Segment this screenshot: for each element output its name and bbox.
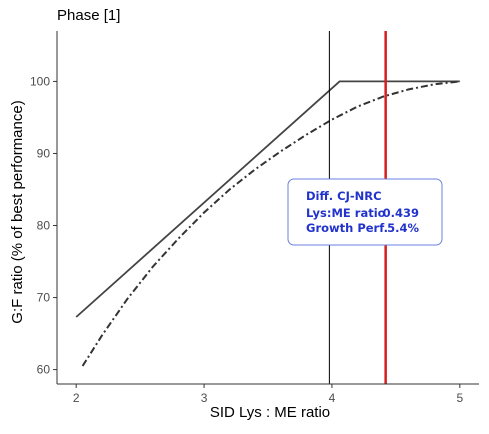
x-axis-ticks: 2 3 4 5	[73, 384, 463, 405]
chart-title: Phase [1]	[57, 7, 120, 24]
y-tick-label-2: 80	[37, 219, 51, 233]
annotation-border	[287, 178, 443, 246]
y-tick-label-3: 90	[37, 146, 51, 160]
y-tick-label-0: 60	[37, 363, 51, 377]
annotation-box: Diff. CJ-NRC Lys:ME ratio 0.439 Growth P…	[287, 178, 443, 246]
y-tick-label-1: 70	[37, 291, 51, 305]
annotation-value-lys-me: 0.439	[383, 206, 419, 220]
annotation-title: Diff. CJ-NRC	[306, 189, 382, 203]
x-tick-label-0: 2	[73, 391, 80, 405]
series-line-dashdot	[81, 80, 460, 367]
x-axis-title: SID Lys : ME ratio	[210, 404, 330, 421]
annotation-label-lys-me: Lys:ME ratio	[306, 206, 386, 220]
series-line-solid	[75, 80, 460, 318]
x-tick-label-2: 4	[329, 391, 336, 405]
y-tick-label-4: 100	[30, 74, 50, 88]
annotation-label-growth: Growth Perf.	[306, 221, 388, 235]
x-tick-label-3: 5	[456, 391, 463, 405]
y-axis-title: G:F ratio (% of best performance)	[9, 100, 26, 323]
x-tick-label-1: 3	[201, 391, 208, 405]
annotation-value-growth: 5.4%	[387, 221, 419, 235]
y-axis-ticks: 60 70 80 90 100	[30, 74, 57, 377]
